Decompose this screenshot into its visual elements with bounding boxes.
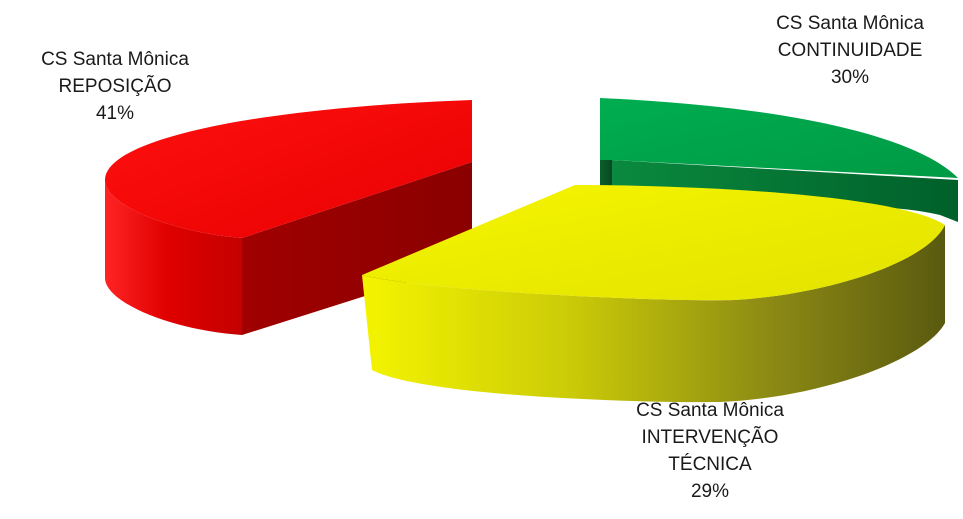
label-continuidade-value: 30% xyxy=(830,67,870,88)
label-intervencao-value: 29% xyxy=(690,481,730,502)
label-continuidade-line-2: CONTINUIDADE xyxy=(777,40,923,61)
label-reposicao-value: 41% xyxy=(95,103,135,124)
label-reposicao: CS Santa Mônica REPOSIÇÃO 41% xyxy=(0,46,230,127)
label-reposicao-line-2: REPOSIÇÃO xyxy=(58,76,172,97)
slice-intervencao-side xyxy=(362,225,945,403)
label-continuidade: CS Santa Mônica CONTINUIDADE 30% xyxy=(740,10,960,91)
slice-reposicao xyxy=(105,100,472,335)
label-intervencao-line-3: TÉCNICA xyxy=(668,454,752,475)
slice-intervencao-top xyxy=(362,185,945,301)
slice-reposicao-inner-wall xyxy=(242,162,472,335)
slice-reposicao-top xyxy=(105,100,472,238)
label-reposicao-line-1: CS Santa Mônica xyxy=(41,49,189,70)
label-intervencao-line-2: INTERVENÇÃO xyxy=(641,427,779,448)
slice-continuidade-top xyxy=(600,98,958,178)
slice-intervencao xyxy=(362,185,945,403)
label-continuidade-line-1: CS Santa Mônica xyxy=(776,13,924,34)
slice-reposicao-outer-side xyxy=(105,180,242,335)
label-intervencao-line-1: CS Santa Mônica xyxy=(636,400,784,421)
label-intervencao: CS Santa Mônica INTERVENÇÃO TÉCNICA 29% xyxy=(595,397,825,505)
